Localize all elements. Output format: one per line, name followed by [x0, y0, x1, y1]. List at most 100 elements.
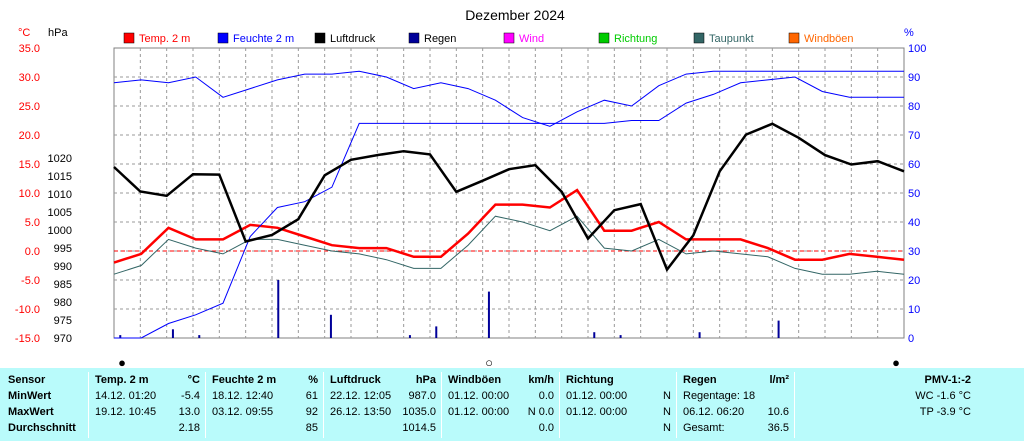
hpa-tick-label: 1015	[48, 171, 72, 183]
legend-label: Taupunkt	[709, 33, 754, 45]
legend-swatch	[598, 32, 610, 44]
percent-tick-label: 50	[908, 188, 920, 200]
series-line	[113, 122, 905, 273]
chart-title: Dezember 2024	[465, 7, 565, 23]
celsius-tick-label: 35.0	[19, 43, 40, 55]
celsius-tick-label: 15.0	[19, 159, 40, 171]
celsius-tick-label: -10.0	[15, 304, 40, 316]
moon-phase-marker: ○	[485, 355, 493, 368]
feuchte-avg-value: 85	[305, 422, 318, 434]
hpa-tick-label: 1020	[48, 153, 72, 165]
luftdruck-max-value: 1035.0	[402, 406, 436, 418]
hpa-tick-label: 980	[54, 297, 72, 309]
rain-bar	[435, 326, 438, 338]
stats-panel: Sensor MinWert MaxWert Durchschnitt Temp…	[0, 368, 1024, 441]
celsius-tick-label: 10.0	[19, 188, 40, 200]
hpa-tick-label: 970	[54, 333, 72, 345]
regen-max-value: 10.6	[767, 406, 789, 418]
percent-tick-label: 70	[908, 130, 920, 142]
temp-unit: °C	[187, 374, 200, 386]
luftdruck-min-value: 987.0	[408, 390, 436, 402]
feuchte-max-date: 03.12. 09:55	[212, 406, 274, 418]
luftdruck-title: Luftdruck	[330, 374, 381, 386]
moon-phase-marker: ●	[118, 355, 126, 368]
legend-label: Wind	[519, 33, 544, 45]
rain-bar	[593, 332, 596, 338]
pmv-title: PMV-1:-2	[924, 374, 971, 386]
sensor-max-label: MaxWert	[8, 406, 54, 418]
sensor-min-label: MinWert	[8, 390, 52, 402]
series-lines	[113, 70, 905, 339]
percent-axis-label: %	[904, 27, 914, 39]
richtung-title: Richtung	[566, 374, 614, 386]
legend-swatch	[314, 32, 326, 44]
rain-bar	[198, 335, 201, 338]
windboeen-min-value: 0.0	[538, 390, 554, 402]
temp-max-value: 13.0	[178, 406, 200, 418]
richtung-min-value: N	[663, 390, 671, 402]
percent-tick-label: 60	[908, 159, 920, 171]
celsius-tick-label: -5.0	[21, 275, 40, 287]
legend-swatch	[693, 32, 705, 44]
legend-label: Feuchte 2 m	[233, 33, 294, 45]
richtung-avg-value: N	[663, 422, 671, 434]
temp-min-date: 14.12. 01:20	[95, 390, 157, 402]
pmv-tp: TP -3.9 °C	[919, 406, 971, 418]
windboeen-title: Windböen	[448, 374, 502, 386]
series-line	[113, 70, 904, 127]
rain-bar	[408, 335, 411, 338]
legend-swatch	[123, 32, 135, 44]
rain-bar	[329, 314, 332, 338]
stats-sensor: Sensor MinWert MaxWert Durchschnitt	[0, 372, 88, 438]
legend: Temp. 2 m Feuchte 2 m Luftdruck Regen Wind Ri…	[123, 32, 854, 45]
percent-tick-label: 40	[908, 217, 920, 229]
percent-tick-label: 90	[908, 72, 920, 84]
feuchte-min-value: 61	[305, 390, 318, 402]
legend-label: Windböen	[804, 33, 854, 45]
rain-bar	[171, 329, 174, 338]
legend-label: Richtung	[614, 33, 657, 45]
rain-bar	[277, 280, 280, 338]
percent-tick-label: 0	[908, 333, 914, 345]
celsius-tick-label: 30.0	[19, 72, 40, 84]
windboeen-max-date: 01.12. 00:00	[448, 406, 510, 418]
hpa-tick-label: 1010	[48, 189, 72, 201]
hpa-axis-label: hPa	[48, 27, 68, 39]
legend-swatch	[408, 32, 420, 44]
stats-feuchte: Feuchte 2 m% 18.12. 12:40 61 03.12. 09:55…	[205, 372, 324, 438]
luftdruck-avg-value: 1014.5	[402, 422, 436, 434]
feuchte-max-value: 92	[305, 406, 318, 418]
temp-max-date: 19.12. 10:45	[95, 406, 157, 418]
legend-swatch	[503, 32, 515, 44]
celsius-tick-label: 20.0	[19, 130, 40, 142]
richtung-min-date: 01.12. 00:00	[566, 390, 628, 402]
hpa-tick-label: 1005	[48, 207, 72, 219]
weather-chart: Dezember 2024 °C hPa % Temp. 2 m Feuchte …	[15, 7, 926, 368]
rain-bar	[698, 332, 701, 338]
temp-title: Temp. 2 m	[95, 374, 149, 386]
rain-bar	[119, 335, 122, 338]
stats-luftdruck: Luftdruck hPa 22.12. 12:05 987.0 26.12. 13…	[323, 372, 442, 438]
moon-phase-marker: ●	[892, 355, 900, 368]
hpa-tick-label: 985	[54, 279, 72, 291]
windboeen-max-value: N 0.0	[527, 406, 554, 418]
hpa-tick-label: 995	[54, 243, 72, 255]
x-axis-markers: ● ○ ●	[118, 355, 900, 368]
regen-title: Regen	[683, 374, 717, 386]
regen-total-value: 36.5	[767, 422, 789, 434]
richtung-max-date: 01.12. 00:00	[566, 406, 628, 418]
rain-bar	[487, 291, 490, 338]
axis-ticks: 35.0 30.0 25.0 20.0 15.0 10.0 5.0 0.0 -5.0 -10.0 -…	[15, 43, 926, 345]
chart-grid	[113, 47, 905, 339]
celsius-tick-label: -15.0	[15, 333, 40, 345]
sensor-avg-label: Durchschnitt	[8, 422, 76, 434]
hpa-tick-label: 1000	[48, 225, 72, 237]
legend-label: Luftdruck	[330, 33, 376, 45]
windboeen-unit: km/h	[528, 374, 554, 386]
series-line	[114, 76, 904, 339]
celsius-tick-label: 0.0	[25, 246, 40, 258]
pmv-wc: WC -1.6 °C	[915, 390, 971, 402]
stats-pmv: PMV-1:-2 WC -1.6 °C TP -3.9 °C	[794, 372, 1024, 438]
hpa-tick-label: 990	[54, 261, 72, 273]
series-line	[113, 188, 905, 264]
